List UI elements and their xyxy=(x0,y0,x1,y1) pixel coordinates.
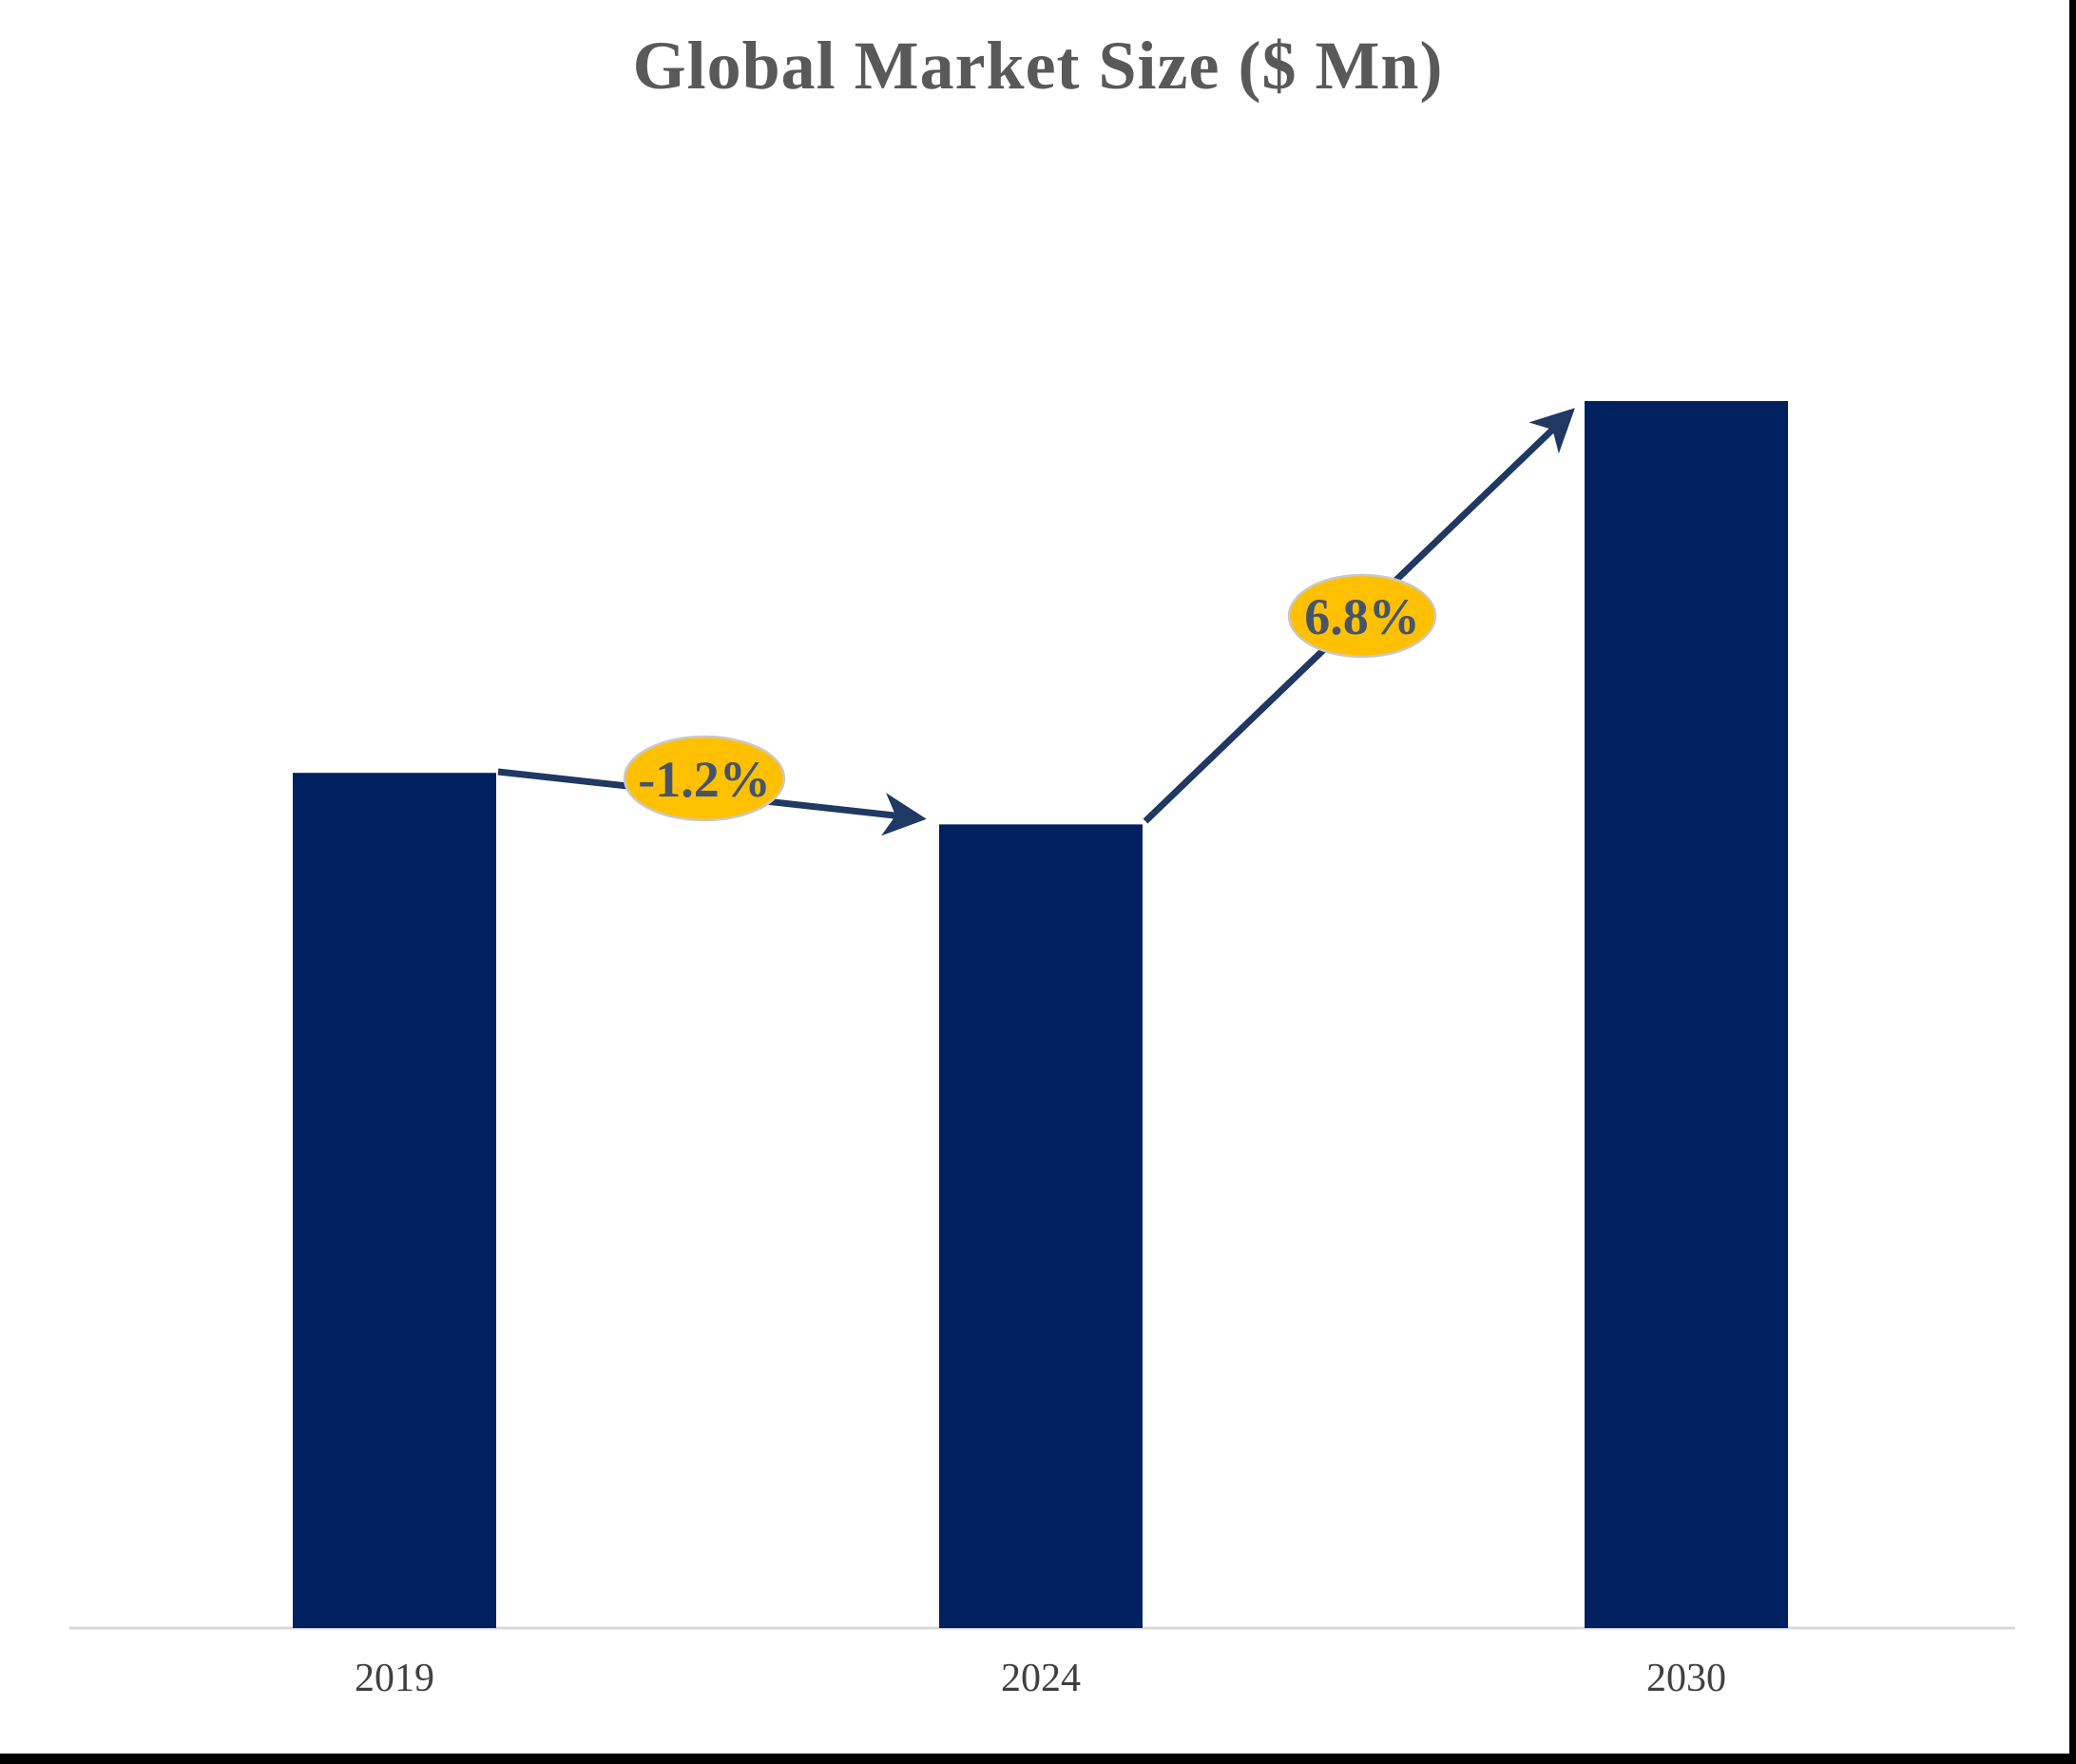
bar-2024 xyxy=(939,824,1143,1628)
frame-border-bottom xyxy=(0,1754,2076,1764)
cagr-bubble-2024-2030: 6.8% xyxy=(1287,573,1437,659)
bar-2030 xyxy=(1585,401,1788,1628)
bars-group xyxy=(293,401,1788,1628)
x-axis-label-2019: 2019 xyxy=(355,1657,434,1700)
cagr-bubble-ellipse-2 xyxy=(1287,573,1437,659)
cagr-label-2024-2030: 6.8% xyxy=(1304,588,1420,645)
x-axis-label-2030: 2030 xyxy=(1646,1657,1726,1700)
x-axis: 2019 2024 2030 xyxy=(0,1656,2076,1713)
frame-border-right xyxy=(2069,0,2076,1764)
chart-title: Global Market Size ($ Mn) xyxy=(632,28,1444,104)
cagr-label-2019-2024: -1.2% xyxy=(638,751,770,808)
x-axis-label-2024: 2024 xyxy=(1001,1657,1081,1700)
bar-2019 xyxy=(293,773,496,1628)
cagr-bubble-ellipse-1 xyxy=(623,735,786,822)
cagr-bubble-2019-2024: -1.2% xyxy=(623,735,786,822)
